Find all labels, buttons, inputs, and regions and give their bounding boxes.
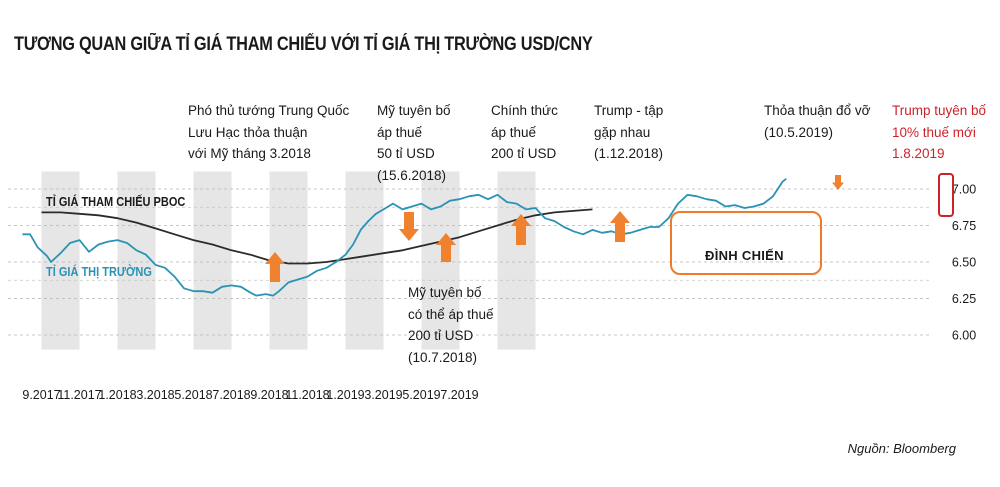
x-tick-label: 3.2019 xyxy=(364,388,402,402)
x-tick-label: 9.2018 xyxy=(250,388,288,402)
shaded-period-5 xyxy=(421,171,460,350)
x-tick-label: 11.2017 xyxy=(57,388,101,402)
series-label-market: TỈ GIÁ THỊ TRƯỜNG xyxy=(46,265,152,279)
truce-label: ĐÌNH CHIẾN xyxy=(705,248,784,263)
gridlines xyxy=(8,188,932,336)
pboc-line xyxy=(41,208,593,265)
y-tick-label: 6.25 xyxy=(952,292,976,306)
chart-title: TƯƠNG QUAN GIỮA TỈ GIÁ THAM CHIẾU VỚI TỈ… xyxy=(14,34,593,55)
event-arrow-2 xyxy=(436,233,456,262)
annotation-july-2018: Mỹ tuyên bố có thể áp thuế 200 tỉ USD (1… xyxy=(408,285,494,365)
y-tick-label: 6.50 xyxy=(952,256,976,270)
annotation-deal-collapse: Thỏa thuận đổ vỡ (10.5.2019) xyxy=(764,103,871,140)
x-tick-label: 1.2019 xyxy=(326,388,364,402)
x-tick-label: 7.2019 xyxy=(440,388,478,402)
x-tick-label: 5.2018 xyxy=(174,388,212,402)
annotation-official-tariff: Chính thức áp thuế 200 tỉ USD xyxy=(491,103,558,161)
event-arrow-0 xyxy=(265,252,285,282)
shaded-period-6 xyxy=(497,171,536,350)
annotation-trump-xi: Trump - tập gặp nhau (1.12.2018) xyxy=(594,103,664,161)
y-tick-label: 6.00 xyxy=(952,329,976,343)
event-arrow-5 xyxy=(832,175,844,190)
shaded-period-0 xyxy=(41,171,80,350)
x-tick-label: 7.2018 xyxy=(212,388,250,402)
x-tick-label: 11.2018 xyxy=(285,388,329,402)
annotation-new-tariff: Trump tuyên bố 10% thuế mới 1.8.2019 xyxy=(892,103,987,161)
x-tick-label: 1.2018 xyxy=(98,388,136,402)
event-arrow-1 xyxy=(399,212,419,241)
shaded-period-2 xyxy=(193,171,232,350)
x-tick-label: 3.2018 xyxy=(136,388,174,402)
x-tick-label: 9.2017 xyxy=(22,388,60,402)
x-tick-label: 5.2019 xyxy=(402,388,440,402)
annotation-march-2018: Phó thủ tướng Trung Quốc Lưu Hạc thỏa th… xyxy=(188,103,350,161)
annotation-june-2018: Mỹ tuyên bố áp thuế 50 tỉ USD (15.6.2018… xyxy=(377,103,451,183)
event-arrows xyxy=(265,175,844,282)
event-arrow-4 xyxy=(610,211,630,242)
series-label-pboc: TỈ GIÁ THAM CHIẾU PBOC xyxy=(46,195,186,209)
y-tick-label: 6.75 xyxy=(952,219,976,233)
series-lines xyxy=(22,178,787,297)
y-tick-label: 7.00 xyxy=(952,183,976,197)
source-note: Nguồn: Bloomberg xyxy=(847,441,956,456)
highlight-box xyxy=(938,173,954,217)
shaded-period-1 xyxy=(117,171,156,350)
y-axis: 6.00 6.25 6.50 6.75 7.00 xyxy=(952,183,976,343)
event-arrow-3 xyxy=(511,214,531,245)
truce-box xyxy=(670,211,822,275)
market-line xyxy=(22,178,787,297)
shaded-period-4 xyxy=(345,171,384,350)
